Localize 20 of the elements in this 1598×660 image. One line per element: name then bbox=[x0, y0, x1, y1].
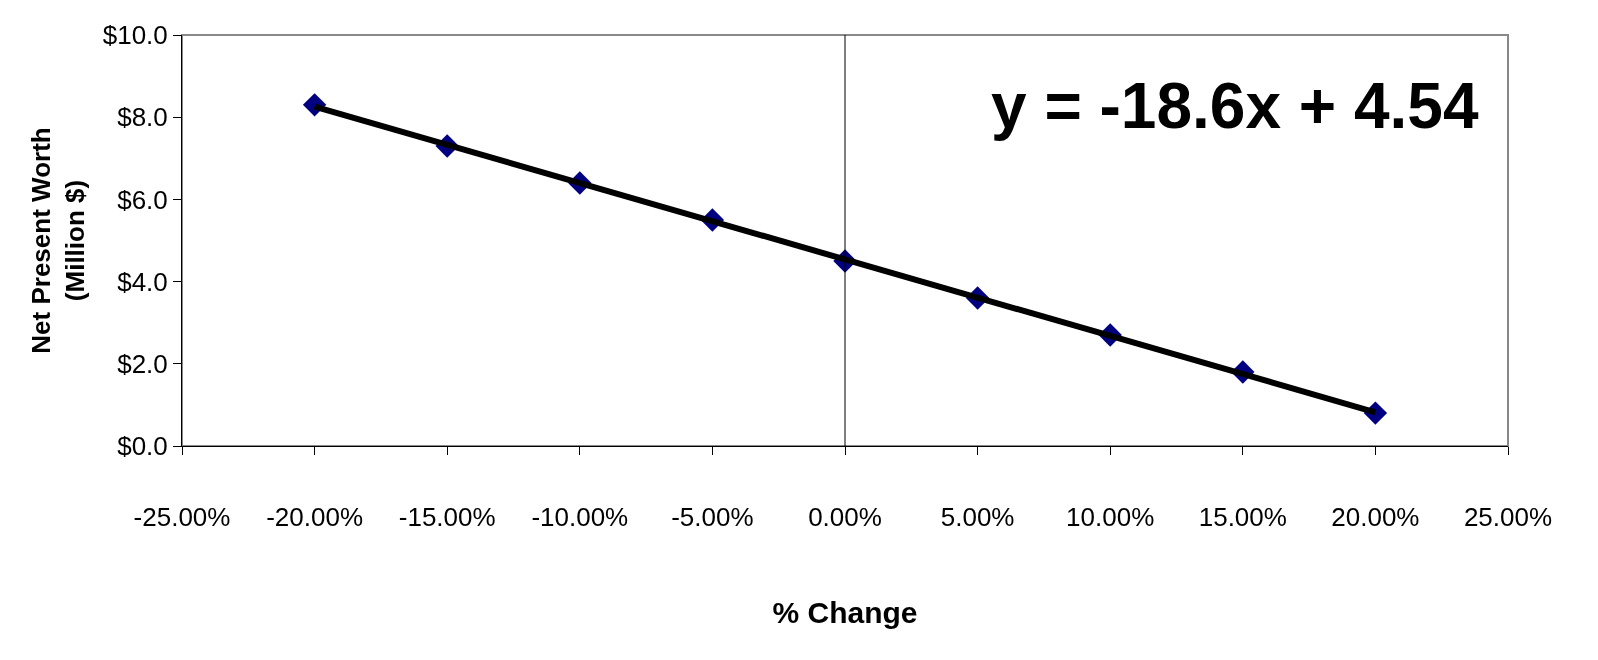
x-tick-label: 15.00% bbox=[1198, 502, 1287, 533]
y-tick-label: $2.0 bbox=[117, 348, 168, 379]
y-tick-label: $8.0 bbox=[117, 102, 168, 133]
x-axis-title: % Change bbox=[772, 595, 918, 629]
x-tick-label: 0.00% bbox=[808, 502, 882, 533]
y-tick-label: $6.0 bbox=[117, 184, 168, 215]
x-tick-label: 25.00% bbox=[1463, 502, 1553, 533]
y-tick-label: $0.0 bbox=[117, 431, 168, 462]
y-tick-label: $4.0 bbox=[117, 266, 168, 297]
x-tick-label: 5.00% bbox=[940, 502, 1015, 533]
x-tick-label: 10.00% bbox=[1066, 502, 1155, 533]
x-tick-label: -25.00% bbox=[133, 502, 231, 533]
x-tick-label: -5.00% bbox=[671, 502, 754, 533]
x-tick-label: 20.00% bbox=[1331, 502, 1420, 533]
x-tick-label: -10.00% bbox=[531, 502, 629, 533]
x-tick-label: -20.00% bbox=[266, 502, 364, 533]
x-tick-label: -15.00% bbox=[398, 502, 496, 533]
y-tick-label: $10.0 bbox=[102, 20, 168, 51]
annotation: y = -18.6x + 4.54 bbox=[991, 70, 1479, 142]
y-axis-title: Net Present Worth (Million $) bbox=[26, 127, 91, 354]
